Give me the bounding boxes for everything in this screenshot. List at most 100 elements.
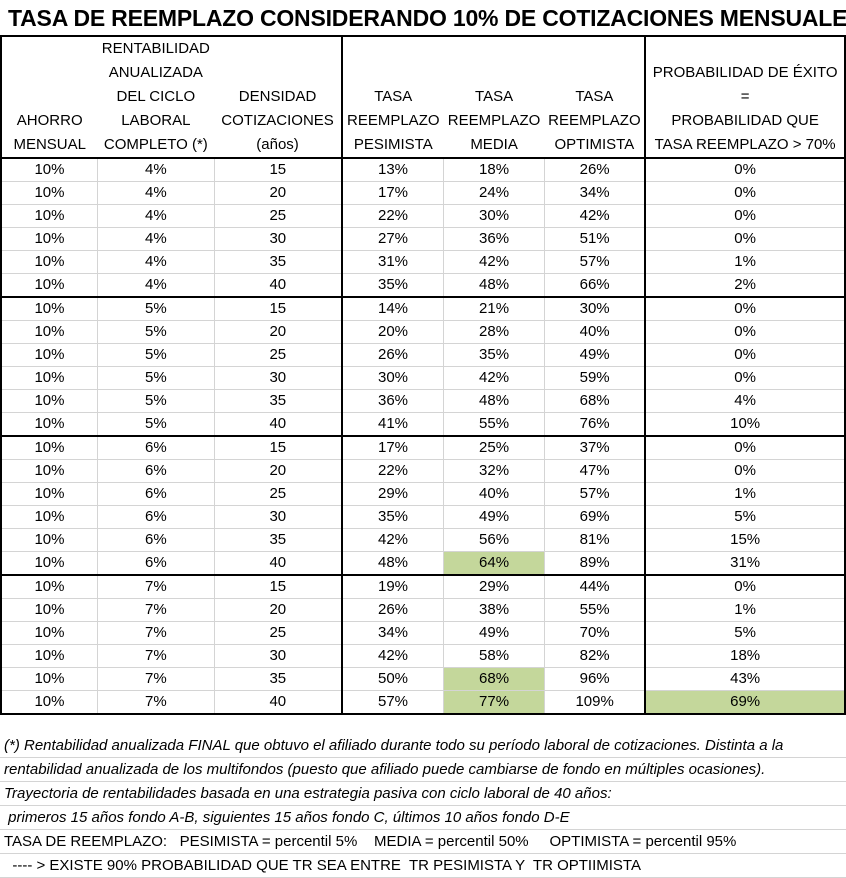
header-tasa-media: TASA REEMPLAZO MEDIA	[443, 37, 545, 159]
table-cell: 81%	[544, 528, 647, 552]
table-cell: 32%	[443, 459, 545, 483]
table-cell: 24%	[443, 181, 545, 205]
table-cell: 0%	[645, 320, 846, 344]
table-cell: 0%	[645, 181, 846, 205]
table-cell: 58%	[443, 644, 545, 668]
header-line: (años)	[256, 136, 299, 153]
table-cell: 10%	[0, 366, 98, 390]
table-cell: 25	[214, 621, 343, 645]
table-cell: 30	[214, 366, 343, 390]
table-cell: 109%	[544, 690, 647, 715]
table-cell: 40	[214, 273, 343, 298]
table-row: 10% 6% 25 29% 40% 57% 1%	[0, 482, 846, 506]
table-cell: 70%	[544, 621, 647, 645]
table-cell: 18%	[443, 158, 545, 182]
table-cell: 10%	[0, 482, 98, 506]
table-cell: 4%	[97, 204, 215, 228]
header-line: TASA	[475, 88, 514, 105]
table-cell: 20	[214, 459, 343, 483]
table-row: 10% 7% 35 50% 68% 96% 43%	[0, 667, 846, 691]
table-row: 10% 7% 25 34% 49% 70% 5%	[0, 621, 846, 645]
header-line: DEL CICLO	[116, 88, 196, 105]
table-row: 10% 7% 30 42% 58% 82% 18%	[0, 644, 846, 668]
header-line: REEMPLAZO	[447, 112, 541, 129]
table-cell: 15	[214, 436, 343, 460]
footnotes: (*) Rentabilidad anualizada FINAL que ob…	[0, 734, 846, 878]
header-line: REEMPLAZO	[548, 112, 641, 129]
table-cell: 89%	[544, 551, 647, 576]
table-cell: 59%	[544, 366, 647, 390]
header-line: COMPLETO (*)	[103, 136, 208, 153]
table-row: 10% 6% 15 17% 25% 37% 0%	[0, 436, 846, 460]
table-cell: 18%	[645, 644, 846, 668]
header-probabilidad-exito: PROBABILIDAD DE ÉXITO = PROBABILIDAD QUE TA…	[645, 37, 846, 159]
table-cell: 19%	[341, 575, 445, 599]
table-cell: 35	[214, 389, 343, 413]
table-cell: 10%	[0, 575, 98, 599]
footnote-line: primeros 15 años fondo A-B, siguientes 1…	[0, 806, 846, 830]
table-cell: 10%	[0, 297, 98, 321]
table-cell: 15	[214, 575, 343, 599]
table-cell: 51%	[544, 227, 647, 251]
footnote-line: rentabilidad anualizada de los multifond…	[0, 758, 846, 782]
table-cell: 48%	[443, 389, 545, 413]
table-cell: 17%	[341, 436, 445, 460]
table-cell: 10%	[0, 690, 98, 715]
table-row: 10% 6% 40 48% 64% 89% 31%	[0, 551, 846, 576]
table-row: 10% 5% 15 14% 21% 30% 0%	[0, 297, 846, 321]
table-body: 10% 4% 15 13% 18% 26% 0% 10% 4% 20 17% 24% 34% 0% 10% 4…	[0, 158, 846, 715]
table-cell: 2%	[645, 273, 846, 298]
table-cell: 10%	[0, 528, 98, 552]
table-cell: 6%	[97, 436, 215, 460]
table-cell: 5%	[645, 621, 846, 645]
table-cell: 5%	[97, 366, 215, 390]
header-line: MENSUAL	[13, 136, 86, 153]
table-cell: 10%	[0, 644, 98, 668]
table-cell: 5%	[97, 412, 215, 437]
table-cell: 34%	[544, 181, 647, 205]
table-row: 10% 7% 40 57% 77% 109% 69%	[0, 690, 846, 715]
table-cell: 55%	[544, 598, 647, 622]
table-row: 10% 5% 40 41% 55% 76% 10%	[0, 412, 846, 437]
table-cell: 44%	[544, 575, 647, 599]
table-cell: 30%	[443, 204, 545, 228]
table-cell: 6%	[97, 551, 215, 576]
table-cell: 10%	[0, 459, 98, 483]
table-cell: 26%	[341, 343, 445, 367]
table-cell: 6%	[97, 528, 215, 552]
table-cell: 13%	[341, 158, 445, 182]
table-cell: 26%	[341, 598, 445, 622]
table-cell: 15	[214, 297, 343, 321]
table-row: 10% 5% 30 30% 42% 59% 0%	[0, 366, 846, 390]
table-cell: 4%	[97, 158, 215, 182]
table-row: 10% 6% 35 42% 56% 81% 15%	[0, 528, 846, 552]
table-cell: 5%	[97, 320, 215, 344]
table-cell: 25	[214, 204, 343, 228]
table-cell: 20%	[341, 320, 445, 344]
table-cell: 82%	[544, 644, 647, 668]
table-cell: 56%	[443, 528, 545, 552]
table-row: 10% 4% 40 35% 48% 66% 2%	[0, 273, 846, 298]
table-cell: 15	[214, 158, 343, 182]
table-cell: 29%	[443, 575, 545, 599]
table-cell: 42%	[443, 366, 545, 390]
table-cell: 0%	[645, 575, 846, 599]
table-cell: 25	[214, 482, 343, 506]
table-cell: 17%	[341, 181, 445, 205]
table-cell: 25%	[443, 436, 545, 460]
table-cell: 29%	[341, 482, 445, 506]
table-cell: 27%	[341, 227, 445, 251]
header-line: MEDIA	[470, 136, 518, 153]
table-cell: 10%	[0, 389, 98, 413]
table-cell: 30%	[544, 297, 647, 321]
table-cell: 10%	[0, 598, 98, 622]
table-cell: 96%	[544, 667, 647, 691]
table-cell: 10%	[0, 621, 98, 645]
table-cell: 14%	[341, 297, 445, 321]
table-cell: 26%	[544, 158, 647, 182]
table-cell: 5%	[97, 389, 215, 413]
table-cell: 10%	[0, 250, 98, 274]
table-row: 10% 5% 25 26% 35% 49% 0%	[0, 343, 846, 367]
table-cell: 42%	[341, 528, 445, 552]
table-row: 10% 4% 20 17% 24% 34% 0%	[0, 181, 846, 205]
